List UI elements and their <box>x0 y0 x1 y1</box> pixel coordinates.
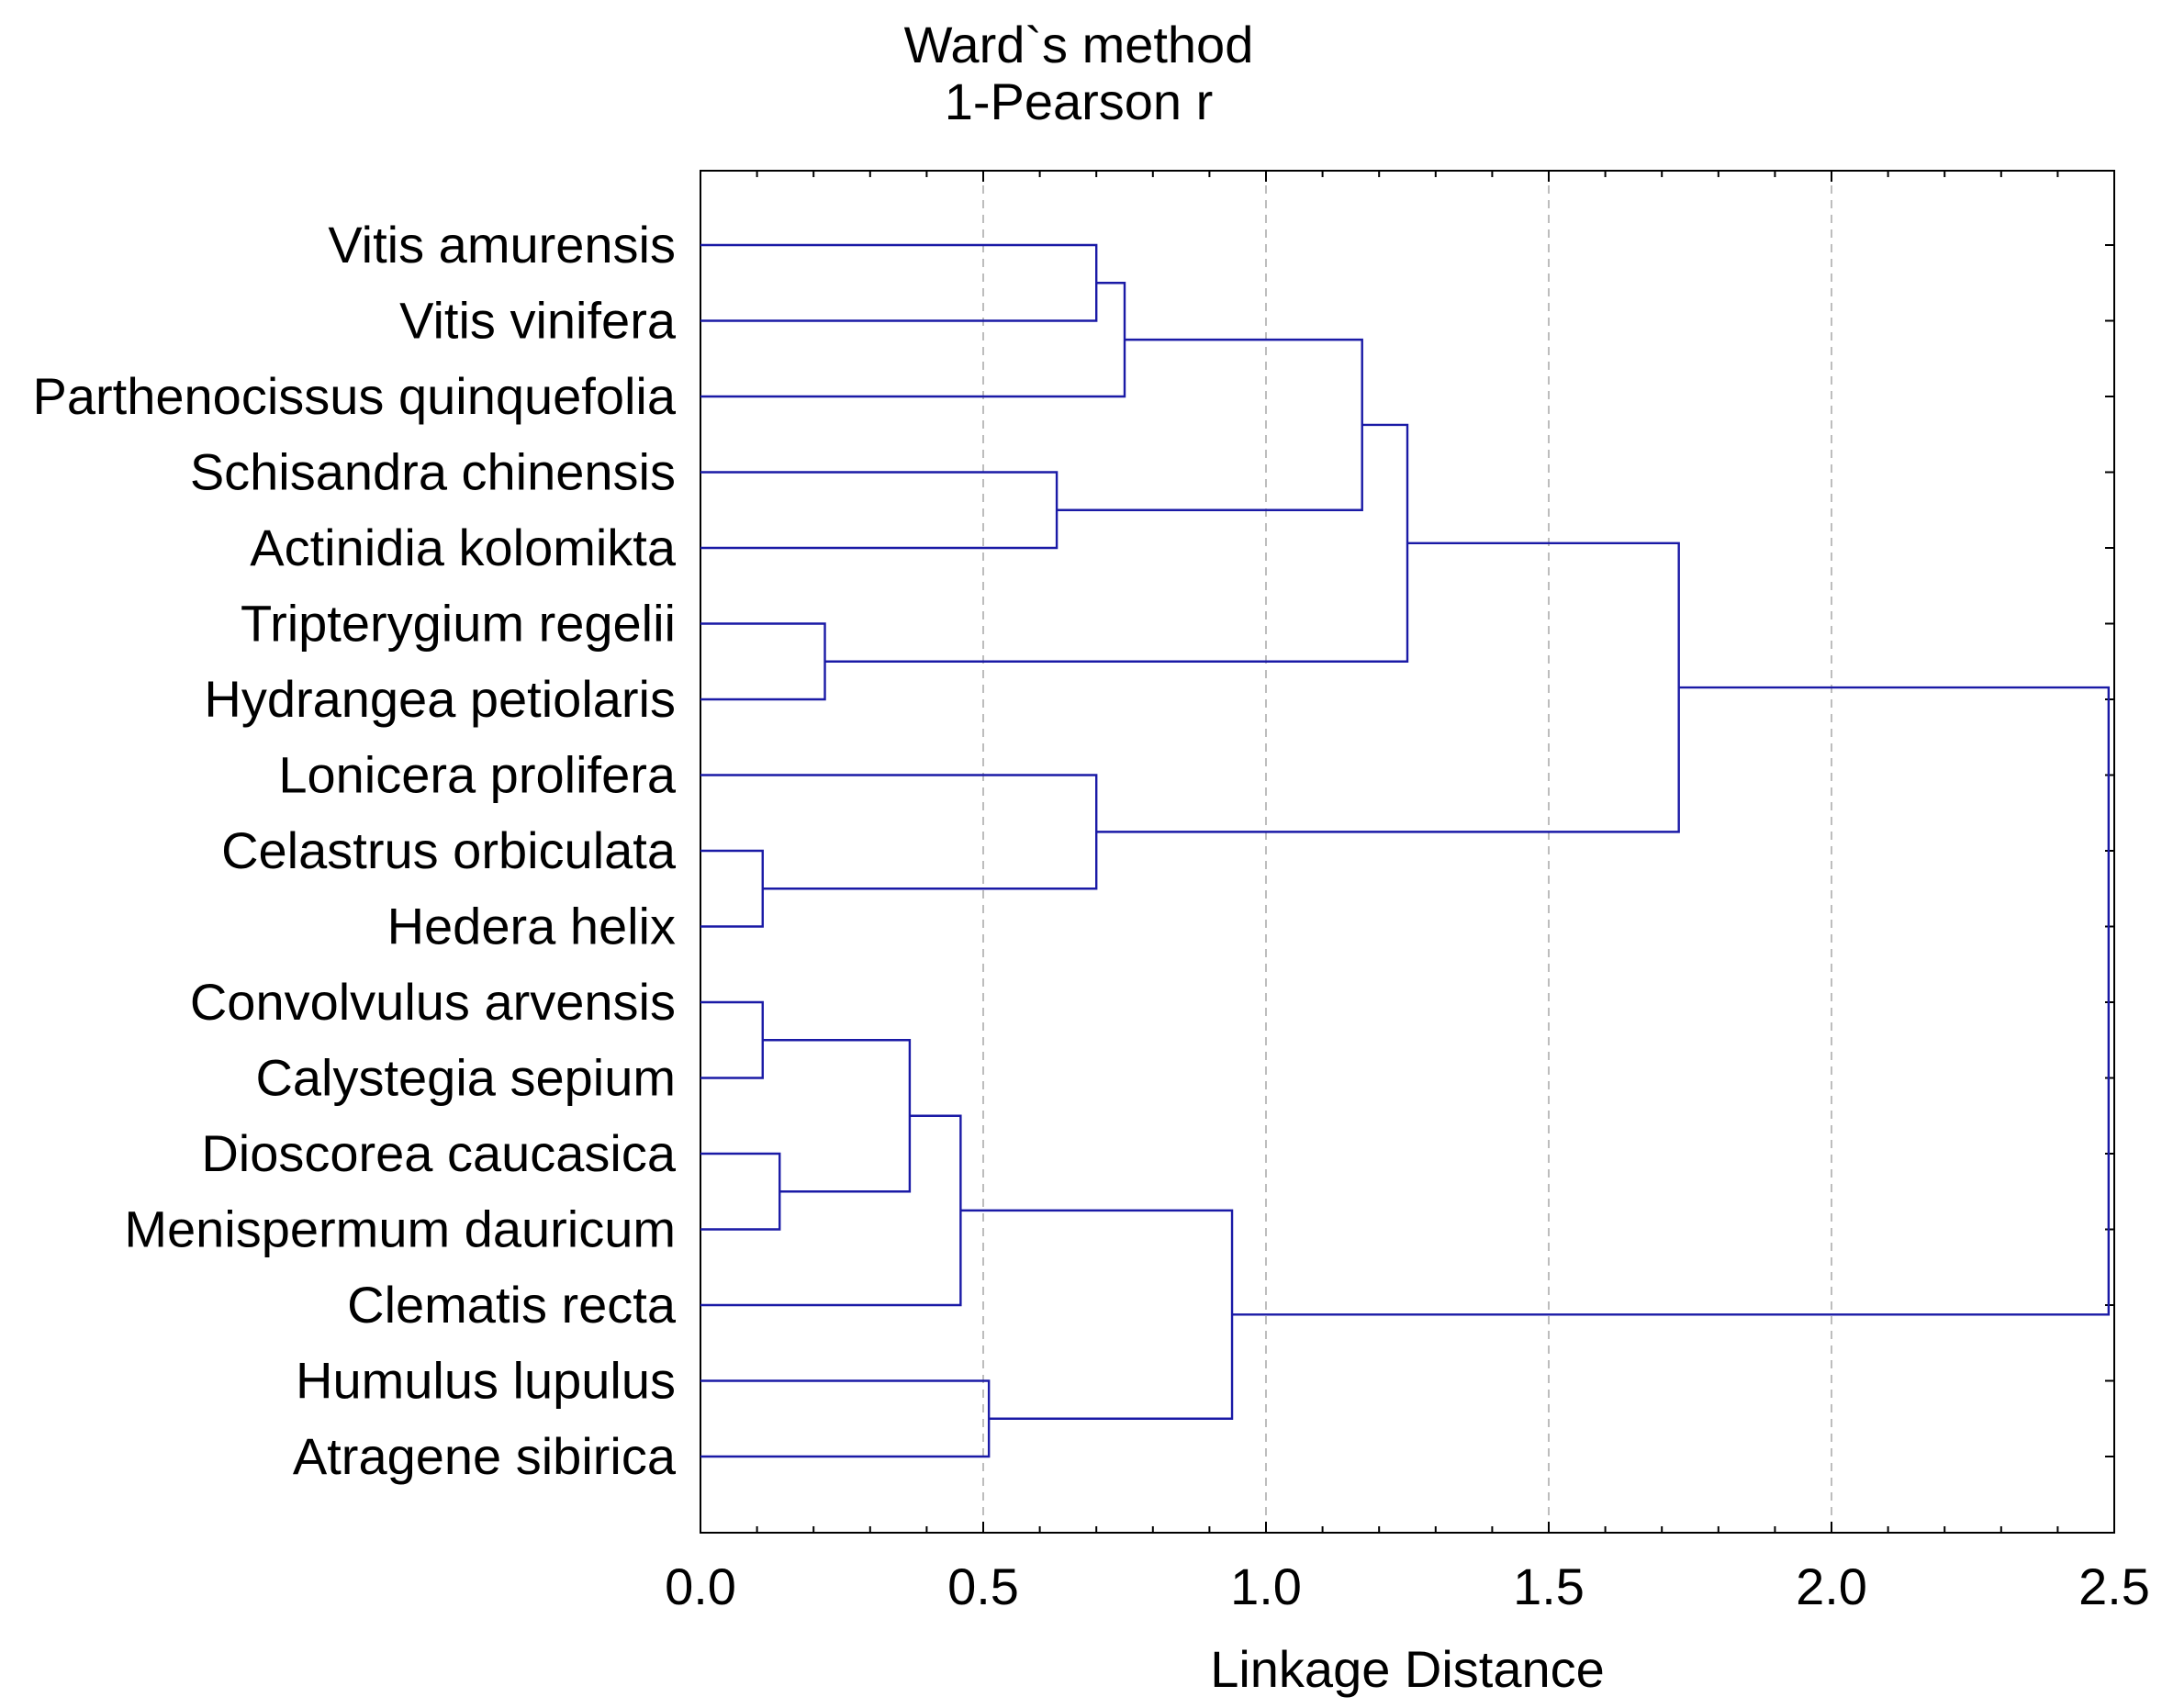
leaf-label: Parthenocissus quinquefolia <box>33 367 677 425</box>
leaf-label: Lonicera prolifera <box>278 746 677 804</box>
chart-title-line-1: Ward`s method <box>904 16 1254 73</box>
leaf-label: Vitis vinifera <box>399 292 677 350</box>
dendrogram-link-m1 <box>700 243 1098 322</box>
dendrogram-link-m12 <box>762 1039 912 1193</box>
leaf-label: Hydrangea petiolaris <box>204 670 676 728</box>
x-tick-label: 0.0 <box>665 1557 736 1615</box>
x-tick-label: 1.5 <box>1513 1557 1585 1615</box>
axis-ticks <box>700 171 2115 1533</box>
leaf-label: Celastrus orbiculata <box>221 821 677 879</box>
dendrogram-link-m6 <box>824 423 1409 663</box>
leaf-label: Vitis amurensis <box>328 216 676 274</box>
dendrogram-link-m15 <box>960 1209 1234 1420</box>
dendrogram-link-m3 <box>700 471 1059 550</box>
dendrogram-links <box>700 243 2111 1458</box>
dendrogram-link-m7 <box>700 849 764 928</box>
leaf-label: Schisandra chinensis <box>190 443 676 501</box>
dendrogram-link-m14 <box>700 1379 991 1458</box>
leaf-label: Menispermum dauricum <box>124 1200 676 1258</box>
x-tick-label: 2.5 <box>2078 1557 2150 1615</box>
dendrogram-link-m13 <box>700 1114 962 1307</box>
plot-frame <box>700 170 2115 1534</box>
dendrogram-link-m4 <box>1057 338 1363 511</box>
x-tick-labels: 0.0 0.5 1.0 1.5 2.0 2.5 <box>665 1557 2150 1615</box>
leaf-label: Actinidia kolomikta <box>250 519 677 576</box>
dendrogram-link-m9 <box>1096 541 1680 833</box>
grid-lines <box>982 171 1832 1533</box>
x-tick-label: 1.0 <box>1230 1557 1302 1615</box>
leaf-labels: Vitis amurensis Vitis vinifera Parthenocis… <box>33 216 677 1485</box>
dendrogram-link-m2 <box>700 282 1126 398</box>
x-tick-label: 0.5 <box>947 1557 1019 1615</box>
dendrogram-link-m10 <box>700 1000 764 1079</box>
dendrogram-link-m8 <box>700 774 1098 890</box>
leaf-label: Clematis recta <box>347 1276 677 1334</box>
leaf-label: Dioscorea caucasica <box>201 1124 677 1182</box>
chart-title-line-2: 1-Pearson r <box>945 73 1214 130</box>
leaf-label: Humulus lupulus <box>296 1352 676 1410</box>
leaf-label: Calystegia sepium <box>255 1049 676 1107</box>
dendrogram-link-m16 <box>1232 686 2111 1316</box>
leaf-label: Tripterygium regelii <box>241 595 676 653</box>
leaf-label: Hedera helix <box>387 898 676 955</box>
x-axis-label: Linkage Distance <box>1210 1640 1605 1698</box>
leaf-label: Convolvulus arvensis <box>190 973 676 1031</box>
x-tick-label: 2.0 <box>1796 1557 1867 1615</box>
leaf-label: Atragene sibirica <box>293 1427 677 1485</box>
dendrogram-link-m5 <box>700 622 826 701</box>
dendrogram-link-m11 <box>700 1152 781 1231</box>
